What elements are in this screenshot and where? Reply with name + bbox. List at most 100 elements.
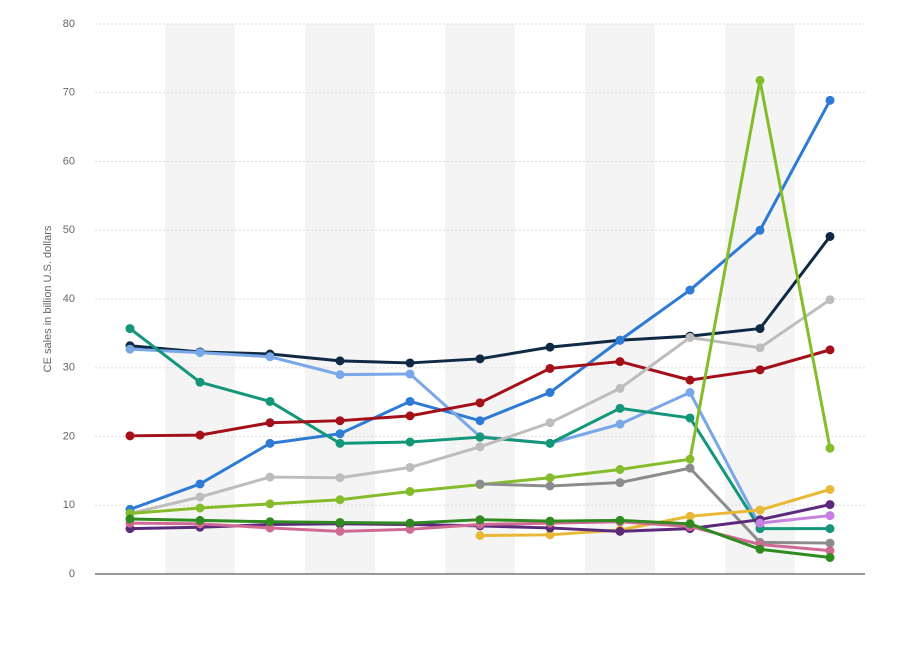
data-point (685, 413, 695, 423)
data-point (825, 95, 835, 105)
data-point (685, 511, 695, 521)
y-axis-label: CE sales in billion U.S. dollars (42, 225, 54, 372)
data-point (755, 544, 765, 554)
data-point (335, 429, 345, 439)
data-point (825, 295, 835, 305)
data-point (475, 354, 485, 364)
data-point (475, 442, 485, 452)
data-point (685, 388, 695, 397)
data-point (475, 515, 485, 525)
data-point (335, 356, 345, 366)
data-point (755, 343, 765, 353)
series-line (759, 514, 831, 525)
data-point (685, 463, 695, 473)
data-point (615, 465, 625, 474)
data-point (615, 335, 625, 345)
data-point (405, 524, 415, 534)
data-point (125, 514, 135, 524)
data-point (335, 438, 345, 448)
data-point (405, 411, 415, 421)
data-point (125, 324, 135, 334)
data-point (335, 416, 345, 426)
data-point (265, 352, 275, 362)
data-point (265, 472, 275, 482)
data-point (755, 75, 765, 85)
data-point (825, 524, 835, 534)
data-point (405, 369, 415, 379)
data-point (825, 231, 835, 241)
data-point (685, 375, 695, 385)
data-point (125, 344, 135, 354)
y-tick-label: 40 (63, 293, 75, 305)
data-point (195, 515, 205, 525)
data-point (825, 484, 835, 494)
data-point (335, 517, 345, 527)
data-point (615, 478, 625, 488)
data-point (195, 479, 205, 489)
data-point (685, 333, 695, 342)
y-tick-label: 50 (63, 224, 75, 236)
series-line (479, 466, 831, 545)
data-point (615, 357, 625, 367)
y-tick-label: 80 (63, 18, 75, 30)
data-point (545, 388, 555, 397)
y-tick-label: 60 (63, 155, 75, 167)
data-point (755, 365, 765, 375)
data-point (405, 518, 415, 528)
data-point (475, 432, 485, 442)
data-point (825, 345, 835, 355)
data-point (475, 416, 485, 426)
data-point (265, 396, 275, 406)
data-point (545, 438, 555, 448)
data-point (545, 530, 555, 540)
data-point (615, 383, 625, 393)
data-point (545, 481, 555, 491)
data-point (825, 511, 835, 521)
data-point (615, 526, 625, 536)
data-point (265, 523, 275, 533)
data-point (335, 473, 345, 483)
data-point (755, 505, 765, 515)
data-point (195, 503, 205, 513)
data-point (195, 377, 205, 387)
data-point (265, 517, 275, 527)
data-point (615, 403, 625, 413)
y-tick-label: 20 (63, 430, 75, 442)
data-point (475, 531, 485, 540)
data-point (545, 418, 555, 428)
data-point (685, 519, 695, 529)
data-point (335, 526, 345, 536)
data-point (405, 437, 415, 447)
data-point (825, 500, 835, 510)
data-point (825, 553, 835, 562)
data-point (755, 324, 765, 334)
data-point (335, 495, 345, 505)
y-tick-label: 0 (69, 568, 75, 580)
data-point (825, 538, 835, 548)
data-point (265, 438, 275, 448)
data-point (405, 358, 415, 368)
data-point (405, 462, 415, 472)
data-point (405, 487, 415, 496)
data-point (545, 473, 555, 483)
data-point (405, 396, 415, 406)
data-point (685, 454, 695, 464)
data-point (195, 430, 205, 440)
y-tick-label: 10 (63, 499, 75, 511)
data-point (755, 225, 765, 235)
data-point (545, 363, 555, 373)
data-point (265, 418, 275, 428)
series-line (129, 347, 762, 527)
y-tick-label: 30 (63, 362, 75, 374)
data-point (825, 546, 835, 556)
data-point (825, 443, 835, 453)
data-point (685, 285, 695, 295)
data-point (615, 515, 625, 525)
data-point (335, 370, 345, 380)
data-point (195, 348, 205, 358)
data-point (545, 342, 555, 352)
data-point (615, 419, 625, 429)
y-tick-label: 70 (63, 87, 75, 99)
